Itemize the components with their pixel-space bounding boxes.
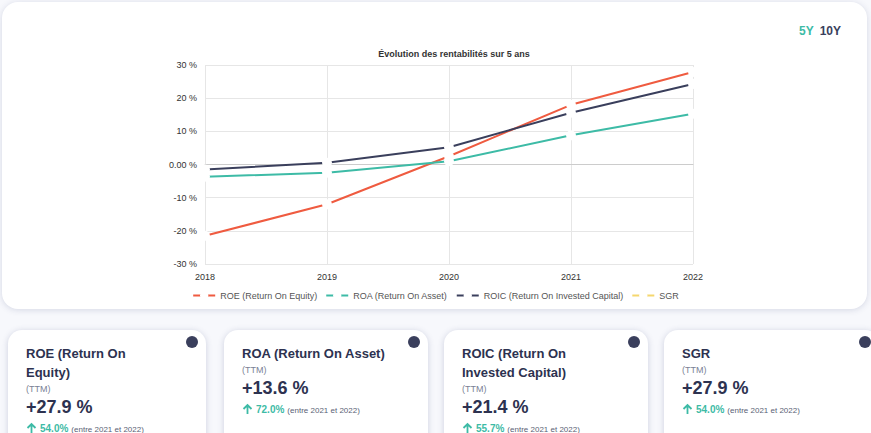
html-text:(TTM): (TTM) [242, 365, 267, 375]
svg-text:10 %: 10 % [176, 126, 197, 136]
html-text:+13.6 %: +13.6 % [242, 378, 309, 398]
svg-text:-20 %: -20 % [173, 226, 197, 236]
svg-text:ROE (Return On Equity): ROE (Return On Equity) [220, 291, 317, 301]
html-text:(TTM): (TTM) [462, 384, 487, 394]
html-text:+21.4 %: +21.4 % [462, 397, 529, 417]
html-text:(TTM): (TTM) [26, 384, 51, 394]
svg-text:2018: 2018 [195, 272, 215, 282]
html-text:10Y: 10Y [819, 24, 841, 38]
svg-text:ROIC (Return On Invested Capit: ROIC (Return On Invested Capital) [484, 291, 624, 301]
svg-text:0.00 %: 0.00 % [169, 160, 197, 170]
html-text:SGR: SGR [682, 346, 711, 361]
html-text:ROE (Return On Equity): ROE (Return On Equity) [26, 346, 126, 380]
svg-text:-10 %: -10 % [173, 193, 197, 203]
svg-text:2020: 2020 [439, 272, 459, 282]
html-text:72.0% (entre 2021 et 2022): 72.0% (entre 2021 et 2022) [256, 404, 360, 415]
svg-text:2022: 2022 [683, 272, 703, 282]
html-text:ROIC (Return On Invested Capit: ROIC (Return On Invested Capital) [462, 346, 566, 380]
svg-text:2019: 2019 [317, 272, 337, 282]
svg-text:ROA (Return On Asset): ROA (Return On Asset) [353, 291, 447, 301]
svg-text:Évolution des rentabilités sur: Évolution des rentabilités sur 5 ans [378, 49, 530, 59]
html-text:(TTM): (TTM) [682, 365, 707, 375]
html-text:54.0% (entre 2021 et 2022): 54.0% (entre 2021 et 2022) [696, 404, 800, 415]
html-text:54.0% (entre 2021 et 2022): 54.0% (entre 2021 et 2022) [40, 423, 144, 433]
html-text:+27.9 %: +27.9 % [26, 397, 93, 417]
svg-text:30 %: 30 % [176, 60, 197, 70]
html-text:ROA (Return On Asset): ROA (Return On Asset) [242, 346, 385, 361]
svg-text:-30 %: -30 % [173, 259, 197, 269]
svg-text:2021: 2021 [561, 272, 581, 282]
html-text:+27.9 %: +27.9 % [682, 378, 749, 398]
svg-text:20 %: 20 % [176, 93, 197, 103]
svg-text:SGR: SGR [659, 291, 679, 301]
html-text:55.7% (entre 2021 et 2022): 55.7% (entre 2021 et 2022) [476, 423, 580, 433]
html-text:5Y: 5Y [799, 24, 814, 38]
